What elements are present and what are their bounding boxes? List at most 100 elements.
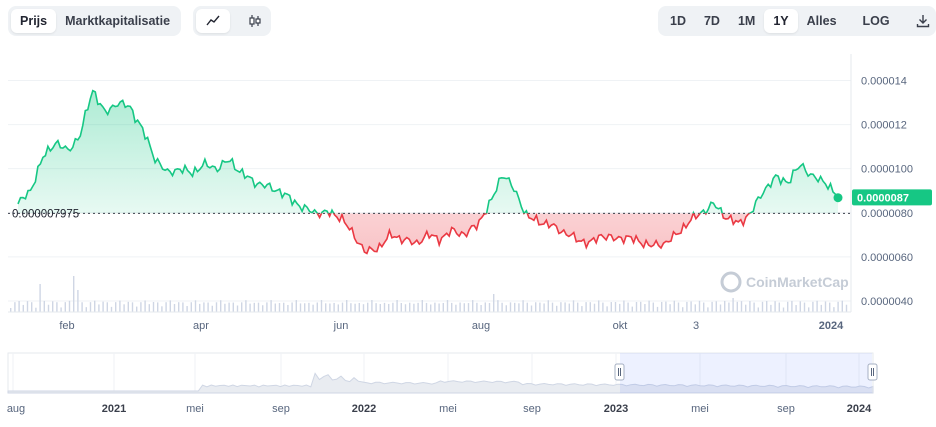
y-tick-label: 0.000014 [861, 75, 907, 87]
volume-bar [291, 302, 293, 312]
volume-bar [476, 302, 478, 312]
volume-bar [392, 302, 394, 312]
volume-bar [656, 306, 659, 312]
volume-bar [484, 302, 486, 312]
range-1y[interactable]: 1Y [764, 9, 798, 33]
current-price-marker[interactable] [833, 193, 843, 203]
volume-bar [833, 307, 835, 312]
volume-bar [127, 301, 129, 312]
volume-bar [388, 303, 390, 312]
y-tick-label: 0.0000060 [861, 252, 913, 264]
range-all[interactable]: Alles [806, 14, 837, 28]
volume-bar [43, 300, 45, 312]
candlestick-button[interactable] [238, 9, 272, 33]
volume-bar [31, 302, 33, 312]
x-tick-label: okt [613, 320, 628, 332]
volume-bar [501, 302, 503, 312]
volume-bar [547, 300, 549, 312]
volume-bar [425, 302, 428, 312]
volume-bar [274, 303, 276, 312]
download-button[interactable] [907, 9, 936, 33]
volume-bar [26, 301, 29, 312]
volume-bar [157, 302, 159, 312]
volume-bar [627, 302, 629, 312]
volume-bar [598, 300, 600, 312]
volume-bar [35, 307, 37, 312]
volume-bar [803, 302, 806, 312]
range-1m[interactable]: 1M [737, 14, 756, 28]
volume-bar [745, 304, 747, 312]
volume-bar [404, 304, 407, 312]
volume-bar [329, 303, 331, 312]
navigator-selection[interactable] [620, 353, 872, 393]
volume-bar [799, 301, 801, 312]
current-price-badge-bg [852, 189, 932, 206]
volume-bar [354, 303, 356, 312]
volume-bar [837, 301, 839, 312]
volume-bar [761, 301, 764, 312]
x-tick-label: feb [59, 320, 74, 332]
volume-bar [631, 306, 633, 312]
volume-bar [144, 300, 146, 312]
volume-bar [379, 303, 381, 312]
volume-bar [451, 302, 453, 312]
volume-bar [808, 307, 810, 312]
volume-bar [526, 302, 528, 312]
volume-bar [333, 302, 335, 312]
volume-bar [270, 300, 272, 312]
navigator-x-label: mei [439, 403, 457, 415]
volume-bar [136, 306, 138, 312]
volume-bar [115, 302, 117, 312]
volume-bar [463, 303, 465, 312]
volume-bar [556, 305, 558, 312]
navigator-handle-right[interactable] [867, 363, 878, 381]
volume-bar [266, 302, 268, 312]
volume-bar [123, 304, 125, 312]
volume-bar [304, 303, 306, 312]
volume-bar [228, 302, 230, 312]
volume-bar [220, 300, 222, 312]
volume-bar [194, 300, 197, 312]
log-scale-button[interactable]: LOG [862, 14, 890, 28]
volume-bar [577, 302, 579, 312]
volume-bar [505, 305, 507, 312]
volume-bar [488, 303, 491, 312]
range-1d[interactable]: 1D [670, 14, 686, 28]
volume-bar [766, 301, 768, 312]
volume-bar [518, 303, 520, 312]
volume-bar [430, 304, 432, 312]
line-chart-button[interactable] [196, 9, 230, 33]
volume-bar [165, 302, 167, 312]
volume-bar [316, 302, 318, 312]
volume-bar [413, 303, 415, 312]
volume-bar [417, 302, 419, 312]
view-tab-group: Prijs Marktkapitalisatie [8, 6, 181, 36]
volume-bar [396, 300, 398, 312]
volume-bar [669, 304, 671, 312]
volume-bar [178, 302, 180, 312]
volume-bar [572, 300, 575, 312]
tab-price[interactable]: Prijs [11, 9, 57, 33]
chart-toolbar: Prijs Marktkapitalisatie 1D 7D 1M 1Y All… [8, 6, 936, 38]
navigator-series [7, 372, 874, 394]
volume-bar [362, 304, 365, 312]
volume-bar [824, 301, 827, 312]
volume-bar [816, 300, 818, 312]
price-area-up [18, 90, 838, 214]
volume-bar [438, 303, 440, 312]
volume-bar [551, 302, 554, 312]
range-navigator[interactable] [7, 352, 878, 394]
range-7d[interactable]: 7D [703, 14, 720, 28]
volume-bar [635, 301, 638, 312]
volume-bar [795, 305, 797, 312]
volume-bar [60, 307, 62, 312]
navigator-handle-left[interactable] [614, 363, 625, 381]
navigator-x-label: 2021 [102, 403, 126, 415]
volume-bar [493, 294, 495, 312]
navigator-x-label: aug [7, 403, 25, 415]
volume-bar [539, 302, 541, 312]
volume-bar [614, 301, 617, 312]
volume-bar [665, 301, 667, 312]
volume-bar [367, 302, 369, 312]
tab-market-cap[interactable]: Marktkapitalisatie [65, 14, 171, 28]
